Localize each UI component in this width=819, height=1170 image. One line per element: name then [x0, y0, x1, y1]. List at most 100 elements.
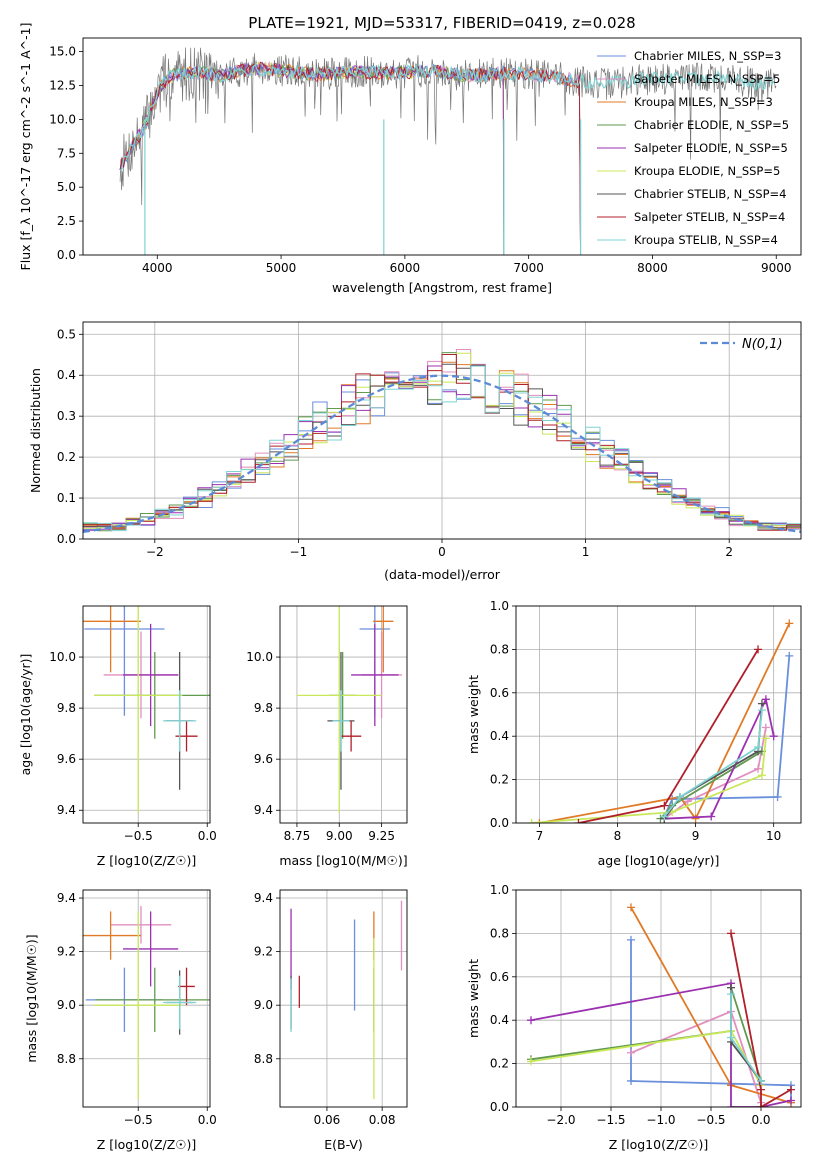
y-tick-label: 9.8: [254, 701, 273, 715]
y-tick-label: 8.8: [57, 1052, 76, 1066]
weight-point-marker: [785, 651, 794, 660]
weight-point-marker: [660, 812, 669, 821]
x-tick-label: 0.06: [314, 1113, 341, 1127]
x-axis-label: E(B-V): [324, 1137, 363, 1152]
y-tick-label: 0.3: [57, 409, 76, 423]
x-axis-label: (data-model)/error: [384, 567, 501, 582]
y-tick-label: 2.5: [57, 214, 76, 228]
gaussian-reference-line: [82, 374, 802, 533]
weight-series-line: [663, 727, 767, 820]
weight-point-marker: [627, 1048, 635, 1057]
axes-frame: [82, 889, 211, 1108]
y-tick-label: 0.6: [490, 970, 509, 984]
axes-frame: [82, 605, 211, 824]
axes-frame: [515, 889, 802, 1108]
weight-point-marker: [757, 771, 766, 780]
weight-point-marker: [757, 706, 766, 715]
weight-point-marker: [785, 619, 794, 628]
age-vs-mass-panel: 8.75 9.00 9.25 9.4 9.6 9.8 10.0 mass [log10(M/M…: [246, 605, 408, 868]
y-tick-label: 9.0: [57, 998, 76, 1012]
x-tick-label: 5000: [266, 261, 297, 275]
weight-point-marker: [535, 819, 544, 823]
y-tick-label: 9.0: [254, 998, 273, 1012]
y-tick-label: 8.8: [254, 1052, 273, 1066]
y-tick-label: 1.0: [490, 599, 509, 613]
axes-frame: [82, 321, 802, 540]
weight-point-marker: [754, 764, 763, 773]
y-tick-label: 7.5: [57, 146, 76, 160]
weight-series-line: [663, 655, 791, 817]
x-tick-label: 6000: [390, 261, 421, 275]
axes-frame: [279, 889, 408, 1108]
x-axis-label: age [log10(age/yr)]: [598, 853, 720, 868]
x-tick-label: −0.5: [124, 829, 153, 843]
weight-vs-metallicity-panel: −2.0 −1.5 −1.0 −0.5 0.0 0.0 0.2 0.4 0.6 0.8 1.0 Z […: [466, 883, 802, 1152]
y-tick-label: 9.2: [57, 945, 76, 959]
legend-label: Salpeter ELODIE, N_SSP=5: [634, 141, 788, 155]
legend-label: Salpeter MILES, N_SSP=5: [634, 72, 780, 86]
x-tick-label: 0.0: [198, 1113, 217, 1127]
weight-vs-age-panel: 7 8 9 10 0.0 0.2 0.4 0.6 0.8 1.0 age [log10(age/yr…: [466, 599, 802, 868]
mass-vs-metallicity-panel: −0.5 0.0 8.8 9.0 9.2 9.4 Z [log10(Z/Z☉)] mass […: [24, 889, 217, 1152]
weight-series-line: [664, 696, 775, 820]
y-tick-label: 9.4: [57, 891, 76, 905]
weight-point-marker: [527, 819, 536, 823]
x-tick-label: 0.0: [751, 1113, 770, 1127]
weight-series-line: [630, 939, 792, 1103]
legend-label: Salpeter STELIB, N_SSP=4: [634, 210, 785, 224]
figure-title: PLATE=1921, MJD=53317, FIBERID=0419, z=0…: [248, 14, 635, 32]
y-tick-label: 0.2: [57, 450, 76, 464]
weight-point-marker: [574, 819, 583, 823]
y-axis-label: mass weight: [466, 675, 481, 754]
weight-point-marker: [627, 935, 635, 944]
x-tick-label: 8.75: [284, 829, 311, 843]
x-tick-label: 8: [614, 829, 622, 843]
y-tick-label: 0.1: [57, 491, 76, 505]
weight-point-marker: [527, 1057, 535, 1066]
weight-point-marker: [627, 1076, 635, 1085]
model-spectrum-line: [119, 63, 505, 255]
y-tick-label: 0.4: [57, 368, 76, 382]
model-spectrum-line: [119, 61, 581, 255]
legend-label: Chabrier MILES, N_SSP=3: [634, 49, 781, 63]
y-tick-label: 0.4: [490, 729, 509, 743]
mass-vs-extinction-panel: 0.06 0.08 8.8 9.0 9.2 9.4 E(B-V): [254, 889, 408, 1152]
model-spectrum-line: [120, 63, 776, 171]
weight-point-marker: [527, 1016, 535, 1025]
x-tick-label: 7: [536, 829, 544, 843]
legend-label: N(0,1): [742, 337, 783, 352]
x-tick-label: 9.00: [326, 829, 353, 843]
x-tick-label: 9.25: [368, 829, 395, 843]
y-axis-label: mass [log10(M/M☉)]: [24, 934, 39, 1062]
weight-series-line: [530, 982, 792, 1107]
weight-series-line: [730, 933, 792, 1107]
y-tick-label: 9.4: [254, 803, 273, 817]
weight-point-marker: [757, 1103, 765, 1107]
weight-point-marker: [660, 801, 669, 810]
y-tick-label: 0.8: [490, 926, 509, 940]
x-tick-label: −1: [290, 545, 308, 559]
x-axis-label: Z [log10(Z/Z☉)]: [609, 1137, 709, 1152]
x-axis-label: mass [log10(M/M☉)]: [279, 853, 407, 868]
weight-point-marker: [627, 903, 635, 912]
residuals-panel: −2 −1 0 1 2 0.0 0.1 0.2 0.3 0.4 0.5 (data-model)/er…: [28, 321, 802, 582]
weight-point-marker: [757, 1085, 765, 1094]
weight-point-marker: [787, 1085, 795, 1094]
legend-label: Chabrier STELIB, N_SSP=4: [634, 187, 786, 201]
y-tick-label: 12.5: [49, 78, 76, 92]
x-tick-label: 10: [766, 829, 781, 843]
x-tick-label: 0.08: [369, 1113, 396, 1127]
y-tick-label: 0.4: [490, 1013, 509, 1027]
weight-point-marker: [727, 929, 735, 938]
x-axis-label: wavelength [Angstrom, rest frame]: [332, 280, 552, 295]
y-tick-label: 9.2: [254, 945, 273, 959]
y-tick-label: 9.6: [57, 752, 76, 766]
y-tick-label: 9.4: [254, 891, 273, 905]
y-tick-label: 9.4: [57, 803, 76, 817]
x-tick-label: 1: [582, 545, 590, 559]
y-tick-label: 0.2: [490, 773, 509, 787]
x-tick-label: 4000: [142, 261, 173, 275]
y-tick-label: 10.0: [49, 650, 76, 664]
x-axis-label: Z [log10(Z/Z☉)]: [97, 1137, 197, 1152]
y-tick-label: 0.0: [57, 248, 76, 262]
